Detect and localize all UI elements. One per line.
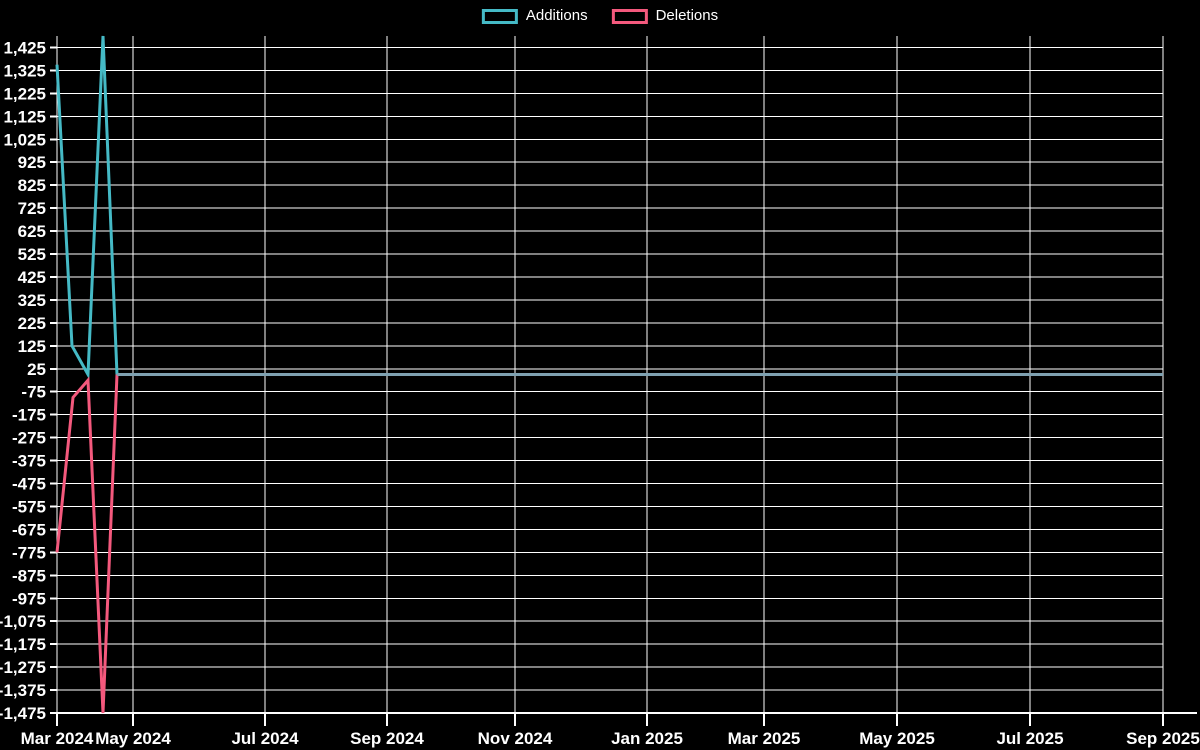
- y-tick-label: 225: [18, 314, 46, 333]
- y-tick-label: 525: [18, 245, 46, 264]
- y-tick-label: -1,075: [0, 612, 46, 631]
- y-tick-label: -175: [12, 406, 46, 425]
- y-tick-label: -1,475: [0, 704, 46, 723]
- x-tick-label: Jul 2025: [996, 729, 1063, 748]
- y-tick-label: 425: [18, 268, 46, 287]
- y-tick-label: 1,125: [3, 107, 46, 126]
- y-tick-label: -975: [12, 589, 46, 608]
- x-tick-label: Jul 2024: [231, 729, 299, 748]
- y-tick-label: -1,375: [0, 681, 46, 700]
- y-tick-label: 1,425: [3, 38, 46, 57]
- x-tick-label: May 2025: [859, 729, 935, 748]
- x-tick-label: Sep 2025: [1126, 729, 1200, 748]
- x-tick-label: Jan 2025: [611, 729, 683, 748]
- y-tick-label: -375: [12, 452, 46, 471]
- x-tick-label: Mar 2025: [728, 729, 801, 748]
- y-tick-label: 825: [18, 176, 46, 195]
- y-tick-label: 625: [18, 222, 46, 241]
- y-tick-label: -475: [12, 475, 46, 494]
- y-tick-label: -775: [12, 543, 46, 562]
- x-tick-label: May 2024: [95, 729, 171, 748]
- y-tick-label: -275: [12, 429, 46, 448]
- legend-label-deletions: Deletions: [655, 7, 719, 24]
- legend-item-deletions[interactable]: Deletions: [611, 6, 719, 26]
- y-tick-label: -1,275: [0, 658, 46, 677]
- x-tick-label: Sep 2024: [350, 729, 424, 748]
- y-tick-label: 925: [18, 153, 46, 172]
- y-tick-label: 1,225: [3, 84, 46, 103]
- y-tick-label: -75: [21, 383, 46, 402]
- y-tick-label: 125: [18, 337, 46, 356]
- y-tick-label: 1,025: [3, 130, 46, 149]
- y-tick-label: 25: [27, 360, 46, 379]
- chart-legend: Additions Deletions: [481, 6, 719, 26]
- deletions-swatch-icon: [611, 8, 648, 24]
- y-tick-label: -675: [12, 520, 46, 539]
- y-tick-label: 325: [18, 291, 46, 310]
- deletions-line: [55, 374, 119, 714]
- x-tick-label: Mar 2024: [21, 729, 94, 748]
- y-tick-label: -575: [12, 497, 46, 516]
- legend-item-additions[interactable]: Additions: [481, 6, 588, 26]
- additions-line: [55, 35, 119, 380]
- additions-swatch-icon: [481, 8, 518, 24]
- y-tick-label: -1,175: [0, 635, 46, 654]
- legend-label-additions: Additions: [525, 7, 588, 24]
- x-tick-label: Nov 2024: [478, 729, 553, 748]
- y-tick-label: 725: [18, 199, 46, 218]
- y-tick-label: -875: [12, 566, 46, 585]
- y-tick-label: 1,325: [3, 61, 46, 80]
